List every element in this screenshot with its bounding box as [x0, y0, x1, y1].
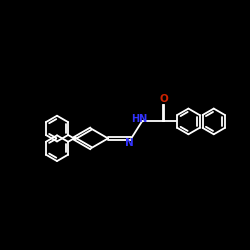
Text: HN: HN [131, 114, 148, 124]
Text: N: N [125, 138, 134, 148]
Text: O: O [160, 94, 169, 104]
